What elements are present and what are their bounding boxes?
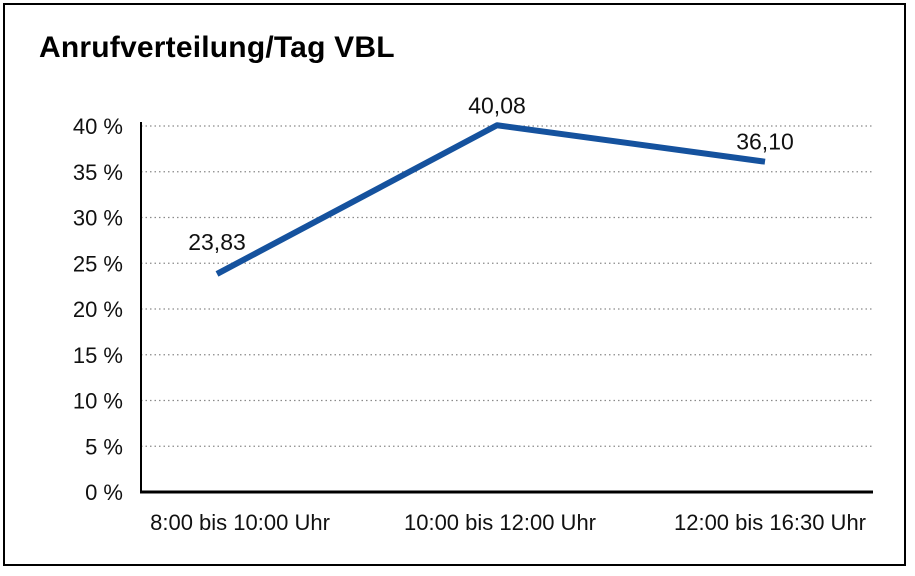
y-tick-label: 35 % xyxy=(73,160,123,185)
data-point-label: 23,83 xyxy=(188,229,246,255)
y-tick-label: 40 % xyxy=(73,114,123,139)
data-point-label: 40,08 xyxy=(468,92,526,118)
x-category-label: 10:00 bis 12:00 Uhr xyxy=(404,510,596,535)
chart-title: Anrufverteilung/Tag VBL xyxy=(39,31,395,64)
y-tick-label: 15 % xyxy=(73,343,123,368)
y-tick-label: 30 % xyxy=(73,206,123,231)
chart-frame xyxy=(3,3,906,566)
y-tick-label: 5 % xyxy=(85,434,123,459)
data-line xyxy=(215,122,766,277)
x-category-label: 8:00 bis 10:00 Uhr xyxy=(150,510,330,535)
x-category-label: 12:00 bis 16:30 Uhr xyxy=(674,510,866,535)
y-tick-label: 25 % xyxy=(73,251,123,276)
y-tick-label: 10 % xyxy=(73,389,123,414)
data-point-label: 36,10 xyxy=(736,129,794,155)
y-tick-label: 0 % xyxy=(85,480,123,505)
y-tick-label: 20 % xyxy=(73,297,123,322)
